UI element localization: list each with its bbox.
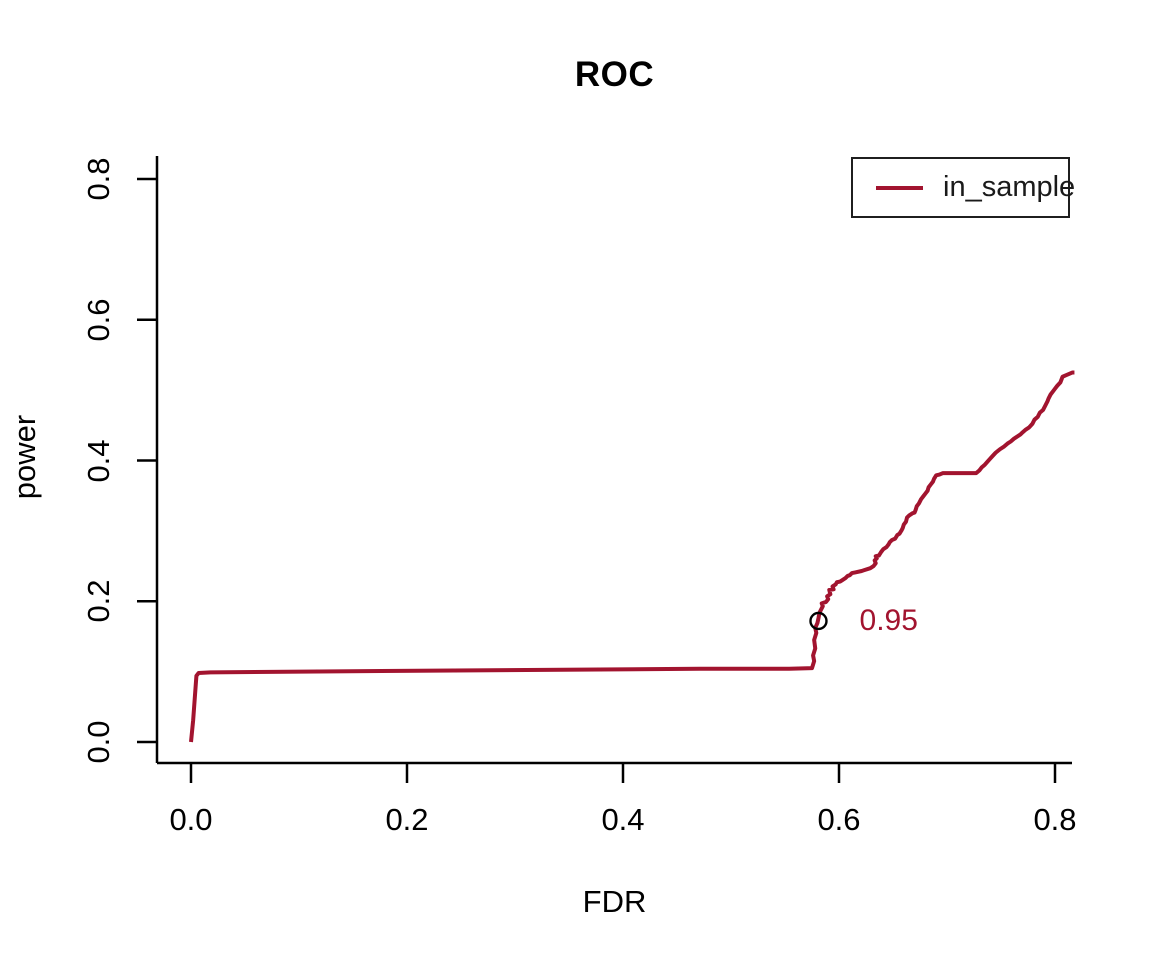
y-tick-label: 0.6 <box>81 298 116 342</box>
y-axis-ticks <box>137 177 157 744</box>
threshold-marker-circle <box>809 611 828 631</box>
threshold-value-label: 0.95 <box>859 603 918 637</box>
y-tick-label: 0.8 <box>81 157 116 201</box>
y-tick-label: 0.2 <box>81 579 116 623</box>
x-tick-label: 0.0 <box>169 802 213 837</box>
x-tick-label: 0.2 <box>385 802 429 837</box>
y-tick-label: 0.4 <box>81 438 116 483</box>
roc-curve <box>189 370 1075 743</box>
x-axis-title: FDR <box>582 884 647 919</box>
y-axis-title: power <box>7 414 42 500</box>
legend-label: in_sample <box>943 171 1076 203</box>
x-tick-label: 0.4 <box>601 802 645 837</box>
x-axis-ticks <box>189 763 1057 783</box>
legend-line-swatch <box>876 185 923 190</box>
y-tick-label: 0.0 <box>81 720 116 764</box>
x-tick-label: 0.8 <box>1033 802 1077 837</box>
x-tick-label: 0.6 <box>817 802 861 837</box>
chart-title: ROC <box>574 55 655 94</box>
legend: in_sample <box>851 157 1075 218</box>
